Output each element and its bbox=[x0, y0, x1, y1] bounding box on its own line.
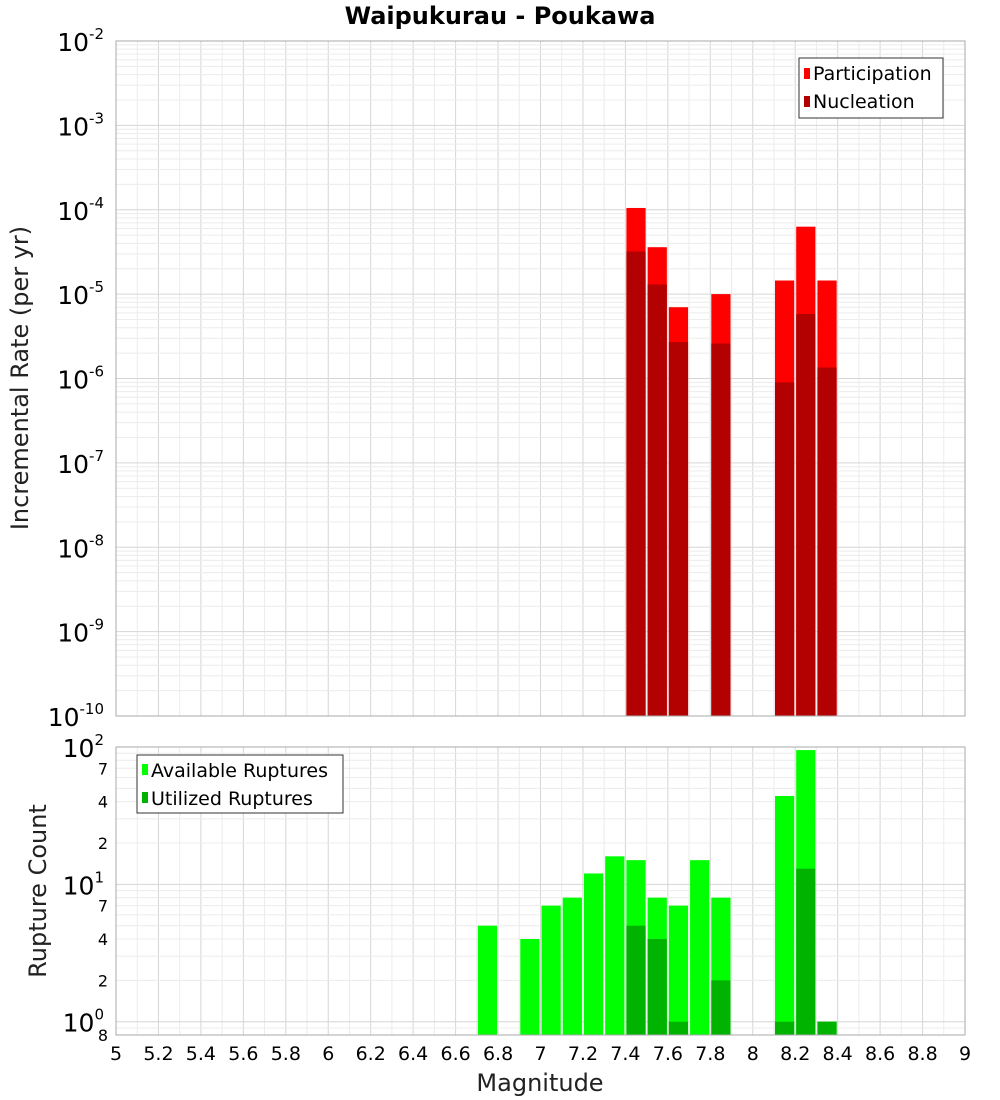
bar-available-ruptures bbox=[541, 905, 561, 1035]
y-tick-label: 10-5 bbox=[57, 278, 104, 310]
y-tick-label: 7 bbox=[98, 897, 108, 916]
x-tick-label: 8.6 bbox=[865, 1043, 895, 1065]
y-tick-label: 8 bbox=[98, 1026, 108, 1045]
bar-available-ruptures bbox=[477, 925, 498, 1035]
x-tick-label: 6.4 bbox=[398, 1043, 428, 1065]
x-tick-label: 8 bbox=[747, 1043, 759, 1065]
y-tick-label: 10-2 bbox=[57, 25, 104, 57]
bar-utilized-ruptures bbox=[796, 868, 816, 1035]
count-panel-bars bbox=[477, 750, 837, 1035]
x-axis-label: Magnitude bbox=[476, 1069, 603, 1097]
bar-nucleation bbox=[626, 251, 646, 716]
y-tick-label: 10-4 bbox=[57, 194, 104, 226]
legend-swatch-utilized bbox=[142, 792, 148, 803]
y-tick-label: 10-7 bbox=[57, 447, 104, 479]
y-tick-label: 4 bbox=[98, 930, 108, 949]
count-panel-y-axis-label: Rupture Count bbox=[24, 804, 52, 978]
bar-nucleation bbox=[668, 342, 689, 716]
rate-panel-y-axis-label: Incremental Rate (per yr) bbox=[6, 226, 34, 530]
y-tick-label: 10-6 bbox=[57, 363, 104, 395]
rate-panel-bars bbox=[626, 207, 837, 716]
y-tick-label: 102 bbox=[63, 731, 104, 763]
rate-panel-y-ticks: 10-2 10-3 10-4 10-5 10-6 10-7 10-8 10-9 10-10 bbox=[48, 25, 104, 732]
y-tick-label: 2 bbox=[98, 971, 108, 990]
y-tick-label: 10-9 bbox=[57, 616, 104, 648]
x-tick-label: 7.8 bbox=[695, 1043, 725, 1065]
x-tick-label: 6.8 bbox=[483, 1043, 513, 1065]
bar-nucleation bbox=[647, 284, 667, 716]
x-tick-label: 5.2 bbox=[143, 1043, 173, 1065]
rate-panel: 10-2 10-3 10-4 10-5 10-6 10-7 10-8 10-9 10-10 In… bbox=[6, 25, 966, 732]
x-tick-label: 8.4 bbox=[823, 1043, 853, 1065]
x-tick-label: 6 bbox=[322, 1043, 334, 1065]
bar-available-ruptures bbox=[520, 939, 540, 1035]
bar-utilized-ruptures bbox=[626, 925, 646, 1035]
y-tick-label: 10-8 bbox=[57, 531, 104, 563]
x-tick-label: 8.8 bbox=[907, 1043, 937, 1065]
chart-title: Waipukurau - Poukawa bbox=[345, 2, 656, 30]
rate-panel-frame bbox=[115, 40, 966, 717]
count-panel-frame bbox=[115, 746, 966, 1036]
rate-panel-grid bbox=[115, 40, 966, 717]
x-tick-label: 7.4 bbox=[610, 1043, 640, 1065]
legend-swatch-participation bbox=[804, 68, 810, 79]
bar-available-ruptures bbox=[690, 860, 710, 1035]
bar-nucleation bbox=[774, 382, 795, 716]
y-tick-label: 101 bbox=[63, 868, 104, 900]
bar-utilized-ruptures bbox=[647, 939, 667, 1035]
legend-swatch-available bbox=[142, 764, 148, 775]
y-tick-label: 100 bbox=[63, 1006, 104, 1038]
rate-panel-legend: Participation Nucleation bbox=[798, 57, 944, 119]
legend-label-participation: Participation bbox=[813, 63, 932, 85]
bar-utilized-ruptures bbox=[711, 980, 731, 1035]
x-tick-label: 7.6 bbox=[653, 1043, 683, 1065]
x-tick-label: 7 bbox=[534, 1043, 546, 1065]
x-tick-label: 7.2 bbox=[568, 1043, 598, 1065]
bar-available-ruptures bbox=[562, 897, 582, 1035]
legend-label-available: Available Ruptures bbox=[151, 760, 328, 782]
bar-available-ruptures bbox=[774, 795, 795, 1035]
bar-utilized-ruptures bbox=[817, 1021, 837, 1035]
x-tick-label: 8.2 bbox=[780, 1043, 810, 1065]
y-tick-label: 10-3 bbox=[57, 109, 104, 141]
legend-label-nucleation: Nucleation bbox=[813, 91, 915, 113]
x-tick-label: 5.8 bbox=[271, 1043, 301, 1065]
bar-available-ruptures bbox=[668, 905, 689, 1035]
x-tick-label: 5.4 bbox=[186, 1043, 216, 1065]
y-tick-label: 10-10 bbox=[48, 700, 104, 732]
legend-label-utilized: Utilized Ruptures bbox=[151, 788, 313, 810]
bar-available-ruptures bbox=[583, 873, 604, 1035]
bar-utilized-ruptures bbox=[668, 1021, 689, 1035]
bar-nucleation bbox=[796, 314, 816, 716]
x-tick-label: 6.6 bbox=[440, 1043, 470, 1065]
bar-nucleation bbox=[711, 343, 731, 716]
x-tick-label: 5.6 bbox=[228, 1043, 258, 1065]
x-tick-label: 9 bbox=[959, 1043, 971, 1065]
x-tick-label: 5 bbox=[110, 1043, 122, 1065]
legend-swatch-nucleation bbox=[804, 96, 810, 107]
bar-utilized-ruptures bbox=[774, 1021, 795, 1035]
y-tick-label: 7 bbox=[98, 759, 108, 778]
bar-available-ruptures bbox=[605, 856, 625, 1035]
y-tick-label: 4 bbox=[98, 793, 108, 812]
y-tick-label: 2 bbox=[98, 834, 108, 853]
x-axis-ticks: 5 5.2 5.4 5.6 5.8 6 6.2 6.4 6.6 6.8 7 7.2 7.4 7.6 7.8 8… bbox=[110, 1043, 971, 1065]
count-panel-legend: Available Ruptures Utilized Ruptures bbox=[136, 754, 344, 814]
bar-nucleation bbox=[817, 367, 837, 716]
x-tick-label: 6.2 bbox=[356, 1043, 386, 1065]
